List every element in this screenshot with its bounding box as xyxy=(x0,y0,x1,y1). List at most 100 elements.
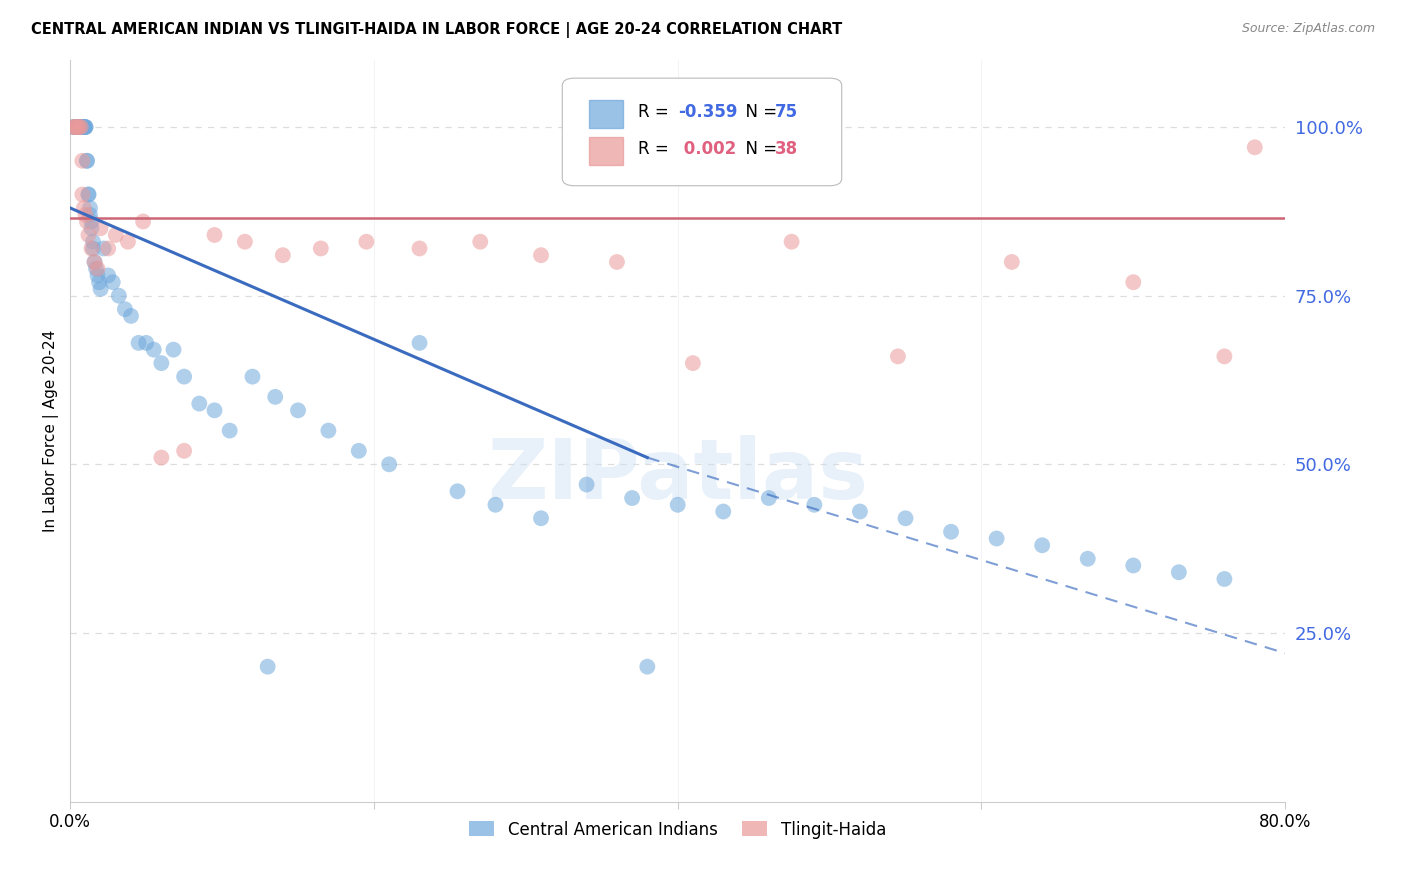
Point xyxy=(356,235,378,249)
Legend: Central American Indians, Tlingit-Haida: Central American Indians, Tlingit-Haida xyxy=(463,814,893,846)
Bar xyxy=(589,136,623,165)
Point xyxy=(120,309,142,323)
Point xyxy=(271,248,294,262)
Point xyxy=(82,242,104,256)
Bar xyxy=(589,100,623,128)
Point xyxy=(446,484,468,499)
Point xyxy=(75,120,97,134)
Point xyxy=(75,208,97,222)
Point xyxy=(188,396,211,410)
Point xyxy=(939,524,962,539)
Point xyxy=(73,120,96,134)
Point xyxy=(76,214,98,228)
Point xyxy=(1167,566,1189,580)
Point xyxy=(1077,551,1099,566)
Point xyxy=(621,491,644,505)
Point xyxy=(75,120,97,134)
Point xyxy=(849,504,872,518)
Point xyxy=(73,120,96,134)
Point xyxy=(66,120,89,134)
Text: ZIPatlas: ZIPatlas xyxy=(488,434,868,516)
Point xyxy=(887,350,910,364)
FancyBboxPatch shape xyxy=(562,78,842,186)
Point xyxy=(378,458,401,472)
Point xyxy=(135,335,157,350)
Point xyxy=(575,477,598,491)
Point xyxy=(82,235,104,249)
Point xyxy=(80,221,103,235)
Text: Source: ZipAtlas.com: Source: ZipAtlas.com xyxy=(1241,22,1375,36)
Point xyxy=(1001,255,1024,269)
Point xyxy=(63,120,86,134)
Point xyxy=(77,227,100,242)
Point xyxy=(666,498,689,512)
Point xyxy=(218,424,240,438)
Text: CENTRAL AMERICAN INDIAN VS TLINGIT-HAIDA IN LABOR FORCE | AGE 20-24 CORRELATION : CENTRAL AMERICAN INDIAN VS TLINGIT-HAIDA… xyxy=(31,22,842,38)
Text: -0.359: -0.359 xyxy=(678,103,737,120)
Point xyxy=(65,120,87,134)
Text: 0.002: 0.002 xyxy=(678,140,735,158)
Point xyxy=(90,282,112,296)
Point xyxy=(63,120,86,134)
Point xyxy=(83,255,105,269)
Point xyxy=(65,120,87,134)
Point xyxy=(66,120,89,134)
Point xyxy=(86,268,108,283)
Point xyxy=(73,201,96,215)
Point xyxy=(606,255,628,269)
Point xyxy=(1122,275,1144,289)
Point xyxy=(62,120,84,134)
Point xyxy=(97,242,120,256)
Point xyxy=(80,214,103,228)
Point xyxy=(287,403,309,417)
Text: 38: 38 xyxy=(775,140,799,158)
Point xyxy=(758,491,780,505)
Point xyxy=(104,227,127,242)
Point xyxy=(347,443,370,458)
Point xyxy=(242,369,264,384)
Point xyxy=(117,235,139,249)
Point xyxy=(150,450,173,465)
Point xyxy=(132,214,155,228)
Text: N =: N = xyxy=(735,103,782,120)
Point xyxy=(530,511,553,525)
Point xyxy=(711,504,734,518)
Text: 75: 75 xyxy=(775,103,799,120)
Y-axis label: In Labor Force | Age 20-24: In Labor Force | Age 20-24 xyxy=(44,329,59,532)
Point xyxy=(1031,538,1053,552)
Point xyxy=(530,248,553,262)
Point xyxy=(682,356,704,370)
Point xyxy=(72,187,94,202)
Point xyxy=(142,343,165,357)
Point xyxy=(204,403,226,417)
Text: N =: N = xyxy=(735,140,782,158)
Point xyxy=(101,275,124,289)
Point xyxy=(173,369,195,384)
Point xyxy=(233,235,256,249)
Point xyxy=(72,120,94,134)
Point xyxy=(264,390,287,404)
Point xyxy=(84,261,107,276)
Point xyxy=(803,498,825,512)
Point xyxy=(1213,572,1236,586)
Point xyxy=(1122,558,1144,573)
Point xyxy=(173,443,195,458)
Point xyxy=(70,120,93,134)
Point xyxy=(83,255,105,269)
Point xyxy=(114,302,136,317)
Point xyxy=(484,498,506,512)
Point xyxy=(108,288,131,302)
Point xyxy=(67,120,90,134)
Point xyxy=(90,221,112,235)
Point xyxy=(408,242,430,256)
Point xyxy=(256,659,278,673)
Point xyxy=(76,153,98,168)
Point xyxy=(80,242,103,256)
Point xyxy=(63,120,86,134)
Text: R =: R = xyxy=(637,103,673,120)
Point xyxy=(1213,350,1236,364)
Point xyxy=(162,343,184,357)
Point xyxy=(408,335,430,350)
Point xyxy=(70,120,93,134)
Point xyxy=(79,208,101,222)
